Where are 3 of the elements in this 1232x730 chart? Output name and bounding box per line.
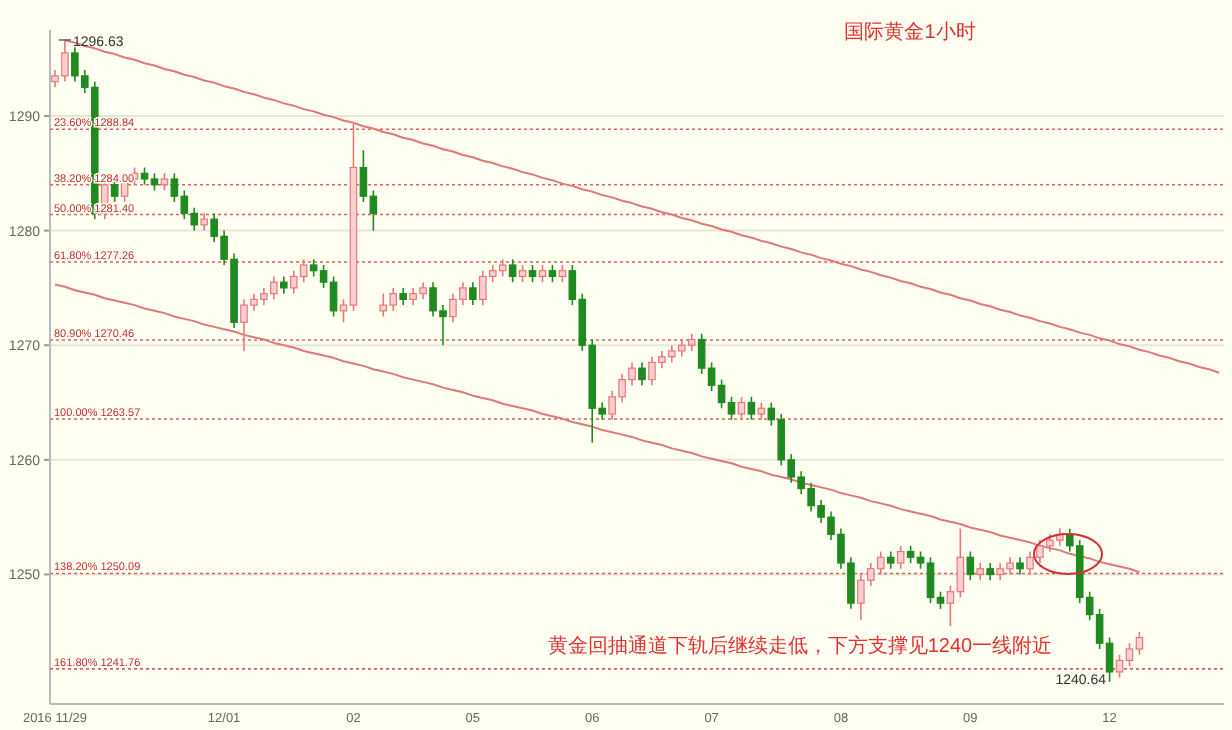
chart-title: 国际黄金1小时 (844, 20, 976, 44)
line-series (53, 283, 1141, 575)
annotation: 黄金回抽通道下轨后继续走低，下方支撑见1240一线附近 (547, 634, 1053, 658)
